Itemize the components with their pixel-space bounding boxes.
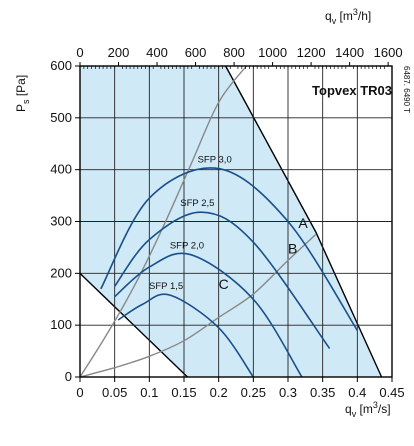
y-tick-label: 0 xyxy=(65,369,72,384)
fan-curve xyxy=(100,167,358,331)
x2-tick-label: 600 xyxy=(185,45,207,60)
x-tick-label: 0.15 xyxy=(171,385,196,400)
x-tick-label: 0.2 xyxy=(210,385,228,400)
y-tick-label: 400 xyxy=(50,162,72,177)
y-tick-label: 300 xyxy=(50,214,72,229)
x-tick-label: 0 xyxy=(76,385,83,400)
y-tick-label: 600 xyxy=(50,58,72,73)
x-axis-label: qv [m3/s] xyxy=(345,400,391,419)
x-tick-label: 0.1 xyxy=(140,385,158,400)
point-label: B xyxy=(288,241,297,257)
x-tick-label: 0.35 xyxy=(310,385,335,400)
region-boundary-right xyxy=(224,65,383,378)
system-curve xyxy=(79,233,317,378)
point-label: A xyxy=(298,215,308,231)
x2-tick-label: 400 xyxy=(146,45,168,60)
x-tick-label: 0.45 xyxy=(379,385,404,400)
system-curve xyxy=(79,65,247,378)
fan-curve xyxy=(114,252,303,378)
y-tick-label: 500 xyxy=(50,110,72,125)
point-label: C xyxy=(219,276,229,292)
fan-curve-label: SFP 3,0 xyxy=(198,155,232,166)
fan-curve-label: SFP 2,0 xyxy=(170,241,204,252)
x2-tick-label: 0 xyxy=(76,45,83,60)
fan-curve-label: SFP 1,5 xyxy=(149,281,183,292)
x-tick-label: 0.25 xyxy=(241,385,266,400)
x2-tick-label: 1400 xyxy=(335,45,364,60)
x-tick-label: 0.4 xyxy=(348,385,366,400)
x2-tick-label: 200 xyxy=(108,45,130,60)
x2-tick-label: 1000 xyxy=(258,45,287,60)
fan-curve xyxy=(114,211,331,349)
y-tick-label: 100 xyxy=(50,317,72,332)
x-tick-label: 0.3 xyxy=(279,385,297,400)
fan-curve xyxy=(117,293,254,378)
x2-tick-label: 800 xyxy=(223,45,245,60)
x2-tick-label: 1200 xyxy=(297,45,326,60)
x-tick-label: 0.05 xyxy=(102,385,127,400)
x2-axis-label: qv [m3/h] xyxy=(325,7,371,26)
x2-tick-label: 1600 xyxy=(374,45,403,60)
chart-title: Topvex TR03 xyxy=(312,83,392,98)
fan-curve-label: SFP 2,5 xyxy=(180,198,214,209)
y-axis-label: Ps [Pa] xyxy=(14,75,31,112)
y-tick-label: 200 xyxy=(50,265,72,280)
side-code: 6487. 6490 T xyxy=(402,66,411,113)
